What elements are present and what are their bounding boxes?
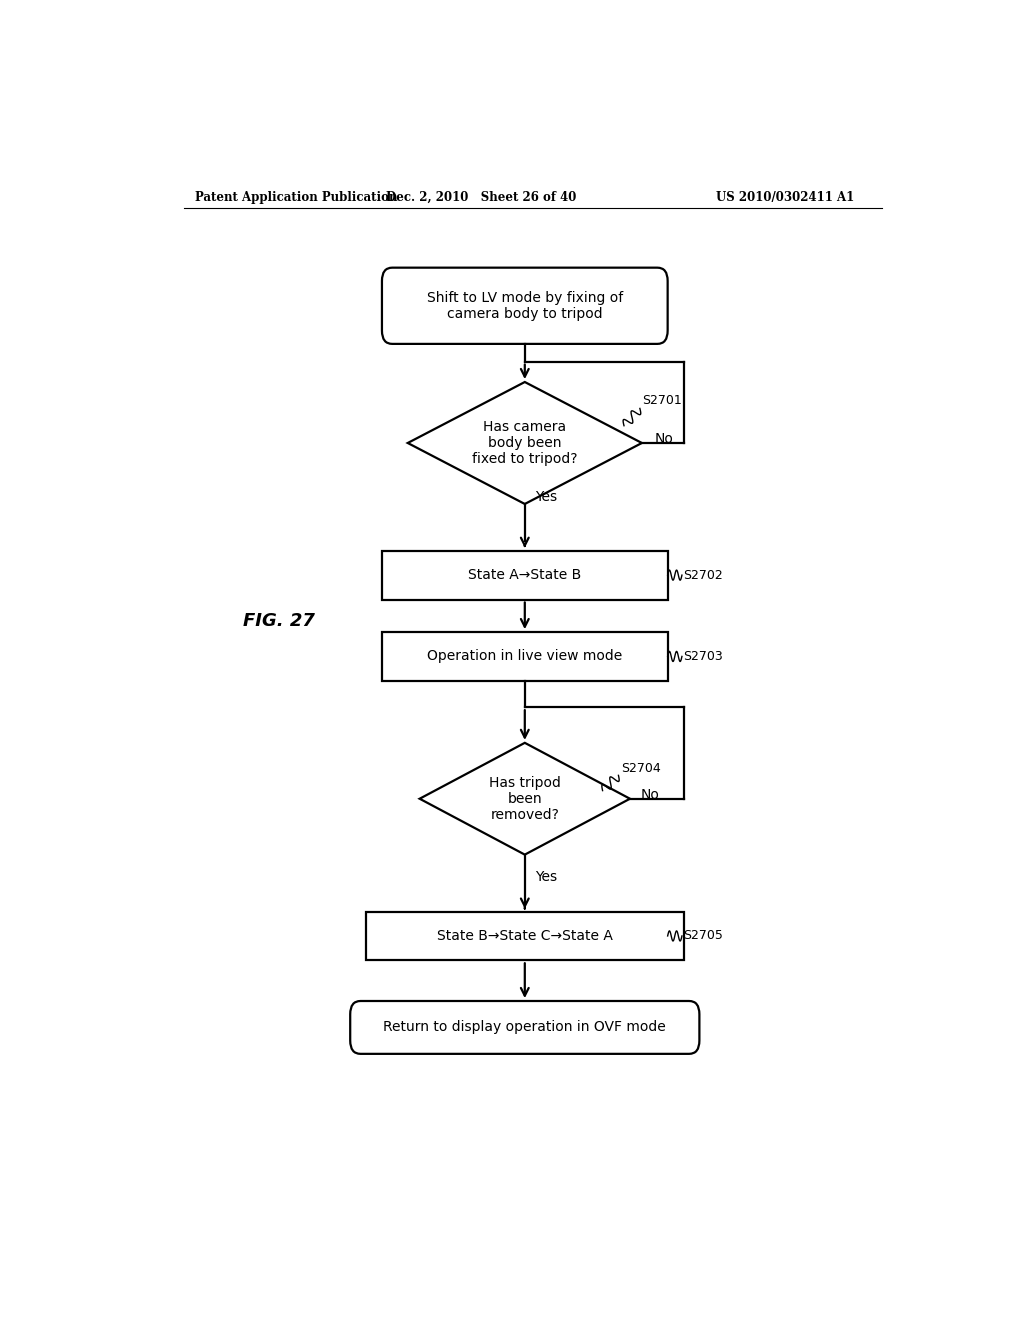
Text: Has tripod
been
removed?: Has tripod been removed? [488, 776, 561, 822]
Text: Yes: Yes [536, 870, 557, 884]
Text: Operation in live view mode: Operation in live view mode [427, 649, 623, 664]
FancyBboxPatch shape [382, 268, 668, 345]
Text: Yes: Yes [536, 490, 557, 504]
Text: FIG. 27: FIG. 27 [243, 612, 314, 630]
Text: No: No [641, 788, 659, 801]
FancyBboxPatch shape [350, 1001, 699, 1053]
Text: S2704: S2704 [621, 762, 660, 775]
Polygon shape [420, 743, 630, 854]
Text: No: No [654, 432, 673, 446]
Text: Patent Application Publication: Patent Application Publication [196, 191, 398, 205]
Bar [382, 550, 668, 599]
Text: S2703: S2703 [684, 649, 723, 663]
Text: Dec. 2, 2010   Sheet 26 of 40: Dec. 2, 2010 Sheet 26 of 40 [386, 191, 577, 205]
Text: Shift to LV mode by fixing of
camera body to tripod: Shift to LV mode by fixing of camera bod… [427, 290, 623, 321]
Bar [382, 632, 668, 681]
Text: Return to display operation in OVF mode: Return to display operation in OVF mode [383, 1020, 667, 1035]
Polygon shape [408, 381, 642, 504]
Text: S2702: S2702 [684, 569, 723, 582]
Text: S2701: S2701 [642, 393, 682, 407]
Text: US 2010/0302411 A1: US 2010/0302411 A1 [716, 191, 854, 205]
Bar [367, 912, 684, 961]
Text: Has camera
body been
fixed to tripod?: Has camera body been fixed to tripod? [472, 420, 578, 466]
Text: State A→State B: State A→State B [468, 568, 582, 582]
Text: State B→State C→State A: State B→State C→State A [437, 929, 612, 942]
Text: S2705: S2705 [684, 929, 723, 942]
